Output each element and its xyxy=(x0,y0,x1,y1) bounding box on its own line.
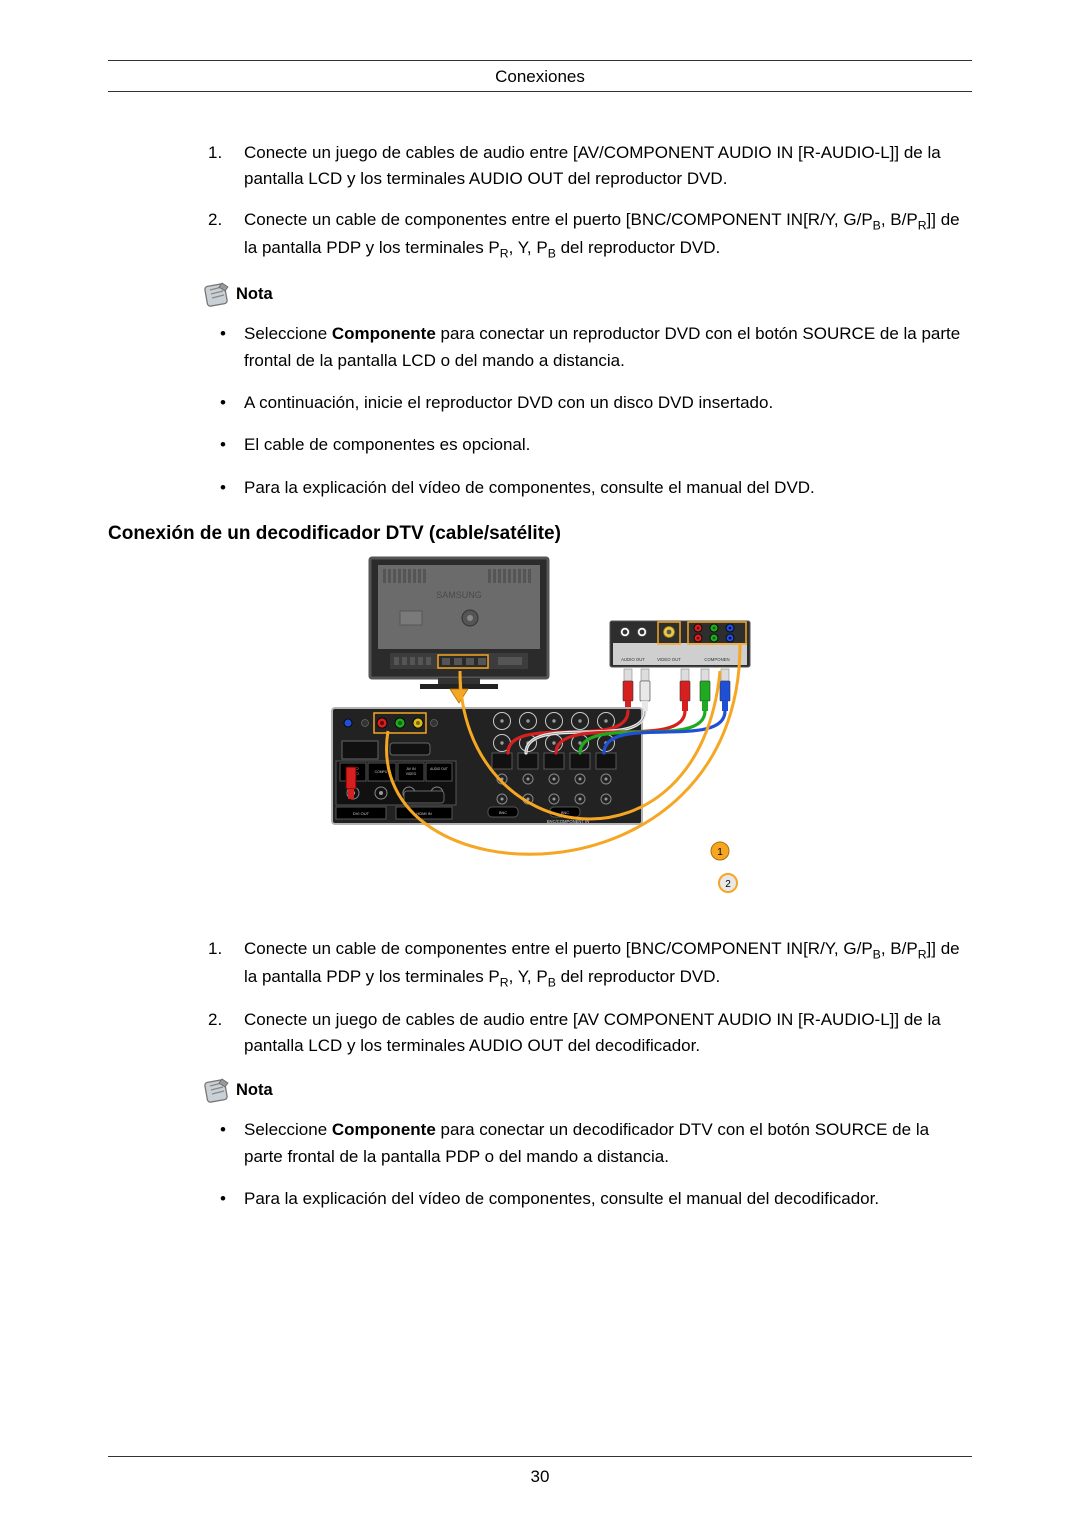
document-page: Conexiones 1. Conecte un juego de cables… xyxy=(0,0,1080,1527)
svg-text:SAMSUNG: SAMSUNG xyxy=(436,590,482,600)
step-number: 2. xyxy=(208,207,244,264)
svg-text:COMPONEN: COMPONEN xyxy=(704,657,729,662)
step-text: Conecte un juego de cables de audio entr… xyxy=(244,1007,972,1060)
svg-text:DVI OUT: DVI OUT xyxy=(353,811,370,816)
note-label: Nota xyxy=(236,1081,273,1100)
svg-text:HDMI IN: HDMI IN xyxy=(416,811,431,816)
step-number: 1. xyxy=(208,936,244,993)
content-block-b: 1. Conecte un cable de componentes entre… xyxy=(108,936,972,1212)
bullets-b: Seleccione Componente para conectar un d… xyxy=(208,1117,972,1212)
step-b2: 2. Conecte un juego de cables de audio e… xyxy=(208,1007,972,1060)
diagram-svg: SAMSUNG AUDIO OUT VIDEO OUT COMPONEN VIDEO AU… xyxy=(320,553,760,903)
section-title: Conexión de un decodificador DTV (cable/… xyxy=(108,523,972,545)
step-text: Conecte un cable de componentes entre el… xyxy=(244,207,972,264)
bullet-a4: Para la explicación del vídeo de compone… xyxy=(208,475,972,501)
note-icon xyxy=(204,281,232,307)
bullet-a3: El cable de componentes es opcional. xyxy=(208,432,972,458)
svg-text:2: 2 xyxy=(725,879,731,890)
page-number: 30 xyxy=(108,1467,972,1487)
connection-diagram: SAMSUNG AUDIO OUT VIDEO OUT COMPONEN VIDEO AU… xyxy=(108,553,972,908)
note-heading-b: Nota xyxy=(204,1077,972,1103)
svg-text:AUDIO OUT: AUDIO OUT xyxy=(430,767,448,771)
svg-text:AUDIO OUT: AUDIO OUT xyxy=(621,657,645,662)
steps-list-a: 1. Conecte un juego de cables de audio e… xyxy=(208,140,972,263)
step-number: 2. xyxy=(208,1007,244,1060)
content-block-a: 1. Conecte un juego de cables de audio e… xyxy=(108,140,972,501)
note-heading-a: Nota xyxy=(204,281,972,307)
svg-text:COMPUT: COMPUT xyxy=(375,770,390,774)
bullet-b2: Para la explicación del vídeo de compone… xyxy=(208,1186,972,1212)
footer-rule xyxy=(108,1456,972,1457)
steps-list-b: 1. Conecte un cable de componentes entre… xyxy=(208,936,972,1059)
step-number: 1. xyxy=(208,140,244,193)
top-rule xyxy=(108,60,972,61)
bullet-b1: Seleccione Componente para conectar un d… xyxy=(208,1117,972,1170)
note-icon xyxy=(204,1077,232,1103)
step-text: Conecte un cable de componentes entre el… xyxy=(244,936,972,993)
bullets-a: Seleccione Componente para conectar un r… xyxy=(208,321,972,501)
page-header: Conexiones xyxy=(108,67,972,87)
svg-text:BNC: BNC xyxy=(499,811,507,815)
header-rule xyxy=(108,91,972,92)
svg-text:AV IN: AV IN xyxy=(406,767,416,771)
note-label: Nota xyxy=(236,285,273,304)
bullet-a2: A continuación, inicie el reproductor DV… xyxy=(208,390,972,416)
step-text: Conecte un juego de cables de audio entr… xyxy=(244,140,972,193)
svg-text:VIDEO OUT: VIDEO OUT xyxy=(657,657,681,662)
svg-text:VIDEO: VIDEO xyxy=(406,772,417,776)
step-b1: 1. Conecte un cable de componentes entre… xyxy=(208,936,972,993)
svg-text:1: 1 xyxy=(717,847,723,858)
page-footer: 30 xyxy=(108,1456,972,1487)
step-a1: 1. Conecte un juego de cables de audio e… xyxy=(208,140,972,193)
step-a2: 2. Conecte un cable de componentes entre… xyxy=(208,207,972,264)
bullet-a1: Seleccione Componente para conectar un r… xyxy=(208,321,972,374)
